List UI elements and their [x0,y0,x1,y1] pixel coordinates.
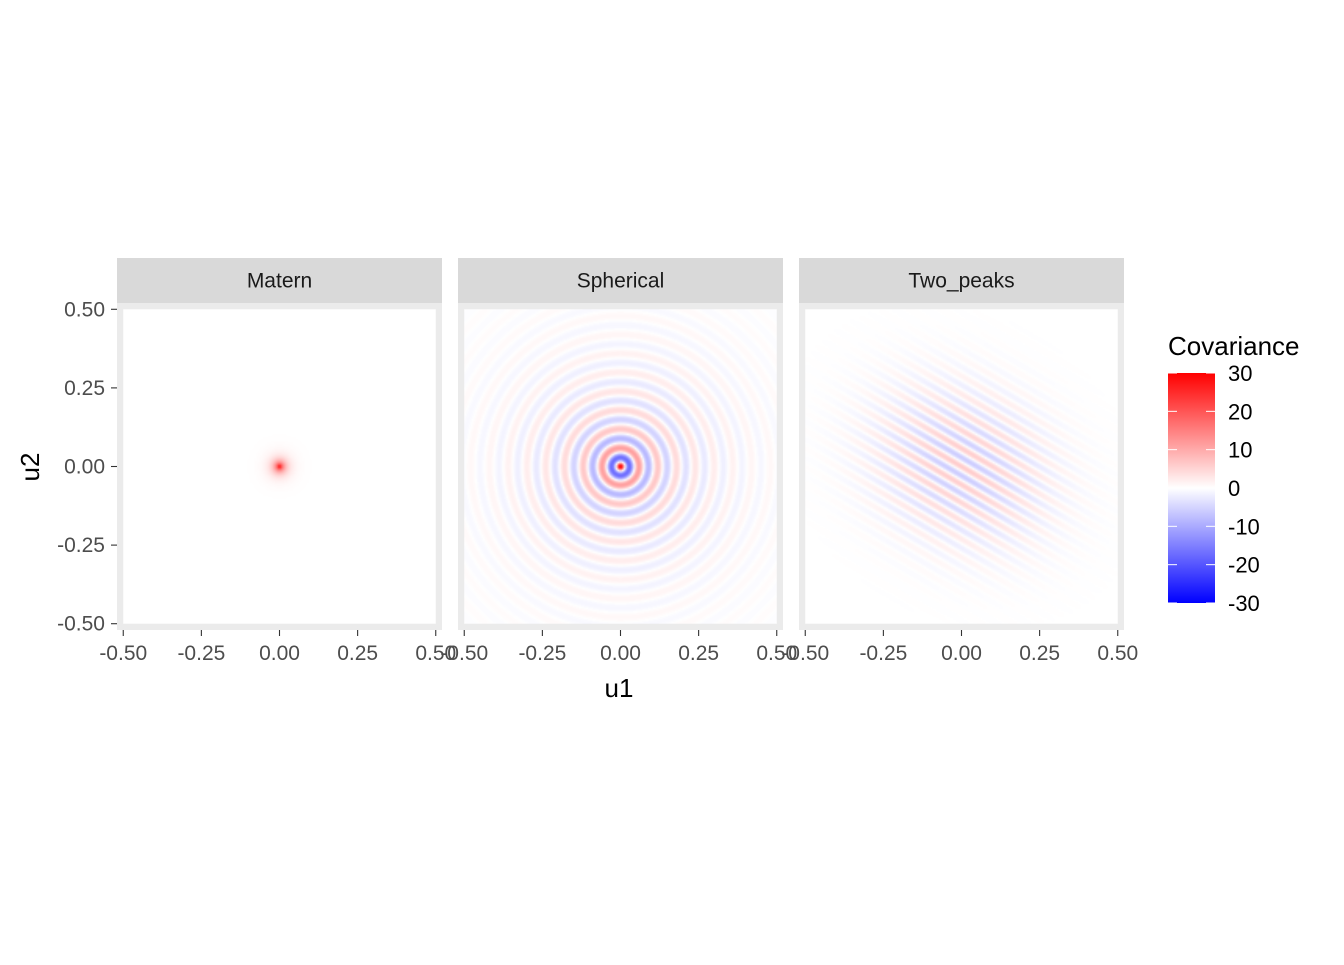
heatmap-raster [123,309,436,624]
x-tick-label: 0.00 [941,642,982,665]
legend-label: -20 [1228,553,1260,578]
y-tick-label: 0.50 [64,298,105,321]
x-tick-label: 0.25 [337,642,378,665]
facet-strip-label: Two_peaks [908,270,1014,293]
legend-label: -10 [1228,514,1260,539]
x-tick-label: 0.00 [600,642,641,665]
facet-strip [799,258,1124,303]
heatmap-raster [464,309,777,624]
x-tick-label: 0.50 [1097,642,1138,665]
legend-label: 30 [1228,361,1252,386]
y-tick-label: 0.00 [64,456,105,479]
x-tick-label: -0.25 [177,642,225,665]
legend-label: 0 [1228,476,1240,501]
y-axis-title: u2 [15,453,45,482]
legend-label: -30 [1228,591,1260,616]
x-tick-label: -0.25 [518,642,566,665]
x-axis-title: u1 [605,673,634,703]
panel-two-peaks: Two_peaks -0.50 -0.25 0.00 0.25 0.50 [781,258,1138,665]
x-tick-label: -0.50 [781,642,829,665]
facet-strip [458,258,783,303]
y-tick-label: -0.50 [57,613,105,636]
heatmap-raster [805,309,1118,624]
x-tick-label: -0.50 [99,642,147,665]
facet-strip [117,258,442,303]
x-tick-label: 0.50 [756,642,797,665]
x-tick-label: -0.50 [440,642,488,665]
x-tick-label: 0.25 [1019,642,1060,665]
facet-strip-label: Matern [247,270,312,293]
legend-title: Covariance [1168,331,1300,361]
panel-spherical: Spherical -0.50 -0.25 0.00 0.25 0.50 [440,258,797,665]
legend-label: 20 [1228,399,1252,424]
x-tick-label: 0.00 [259,642,300,665]
x-tick-label: -0.25 [859,642,907,665]
y-tick-label: 0.25 [64,377,105,400]
panel-matern: Matern -0.50 -0.25 0.00 0.25 0.50 [99,258,456,665]
facet-strip-label: Spherical [577,270,665,293]
legend-label: 10 [1228,438,1252,463]
x-tick-label: 0.50 [415,642,456,665]
x-tick-label: 0.25 [678,642,719,665]
y-tick-label: -0.25 [57,534,105,557]
